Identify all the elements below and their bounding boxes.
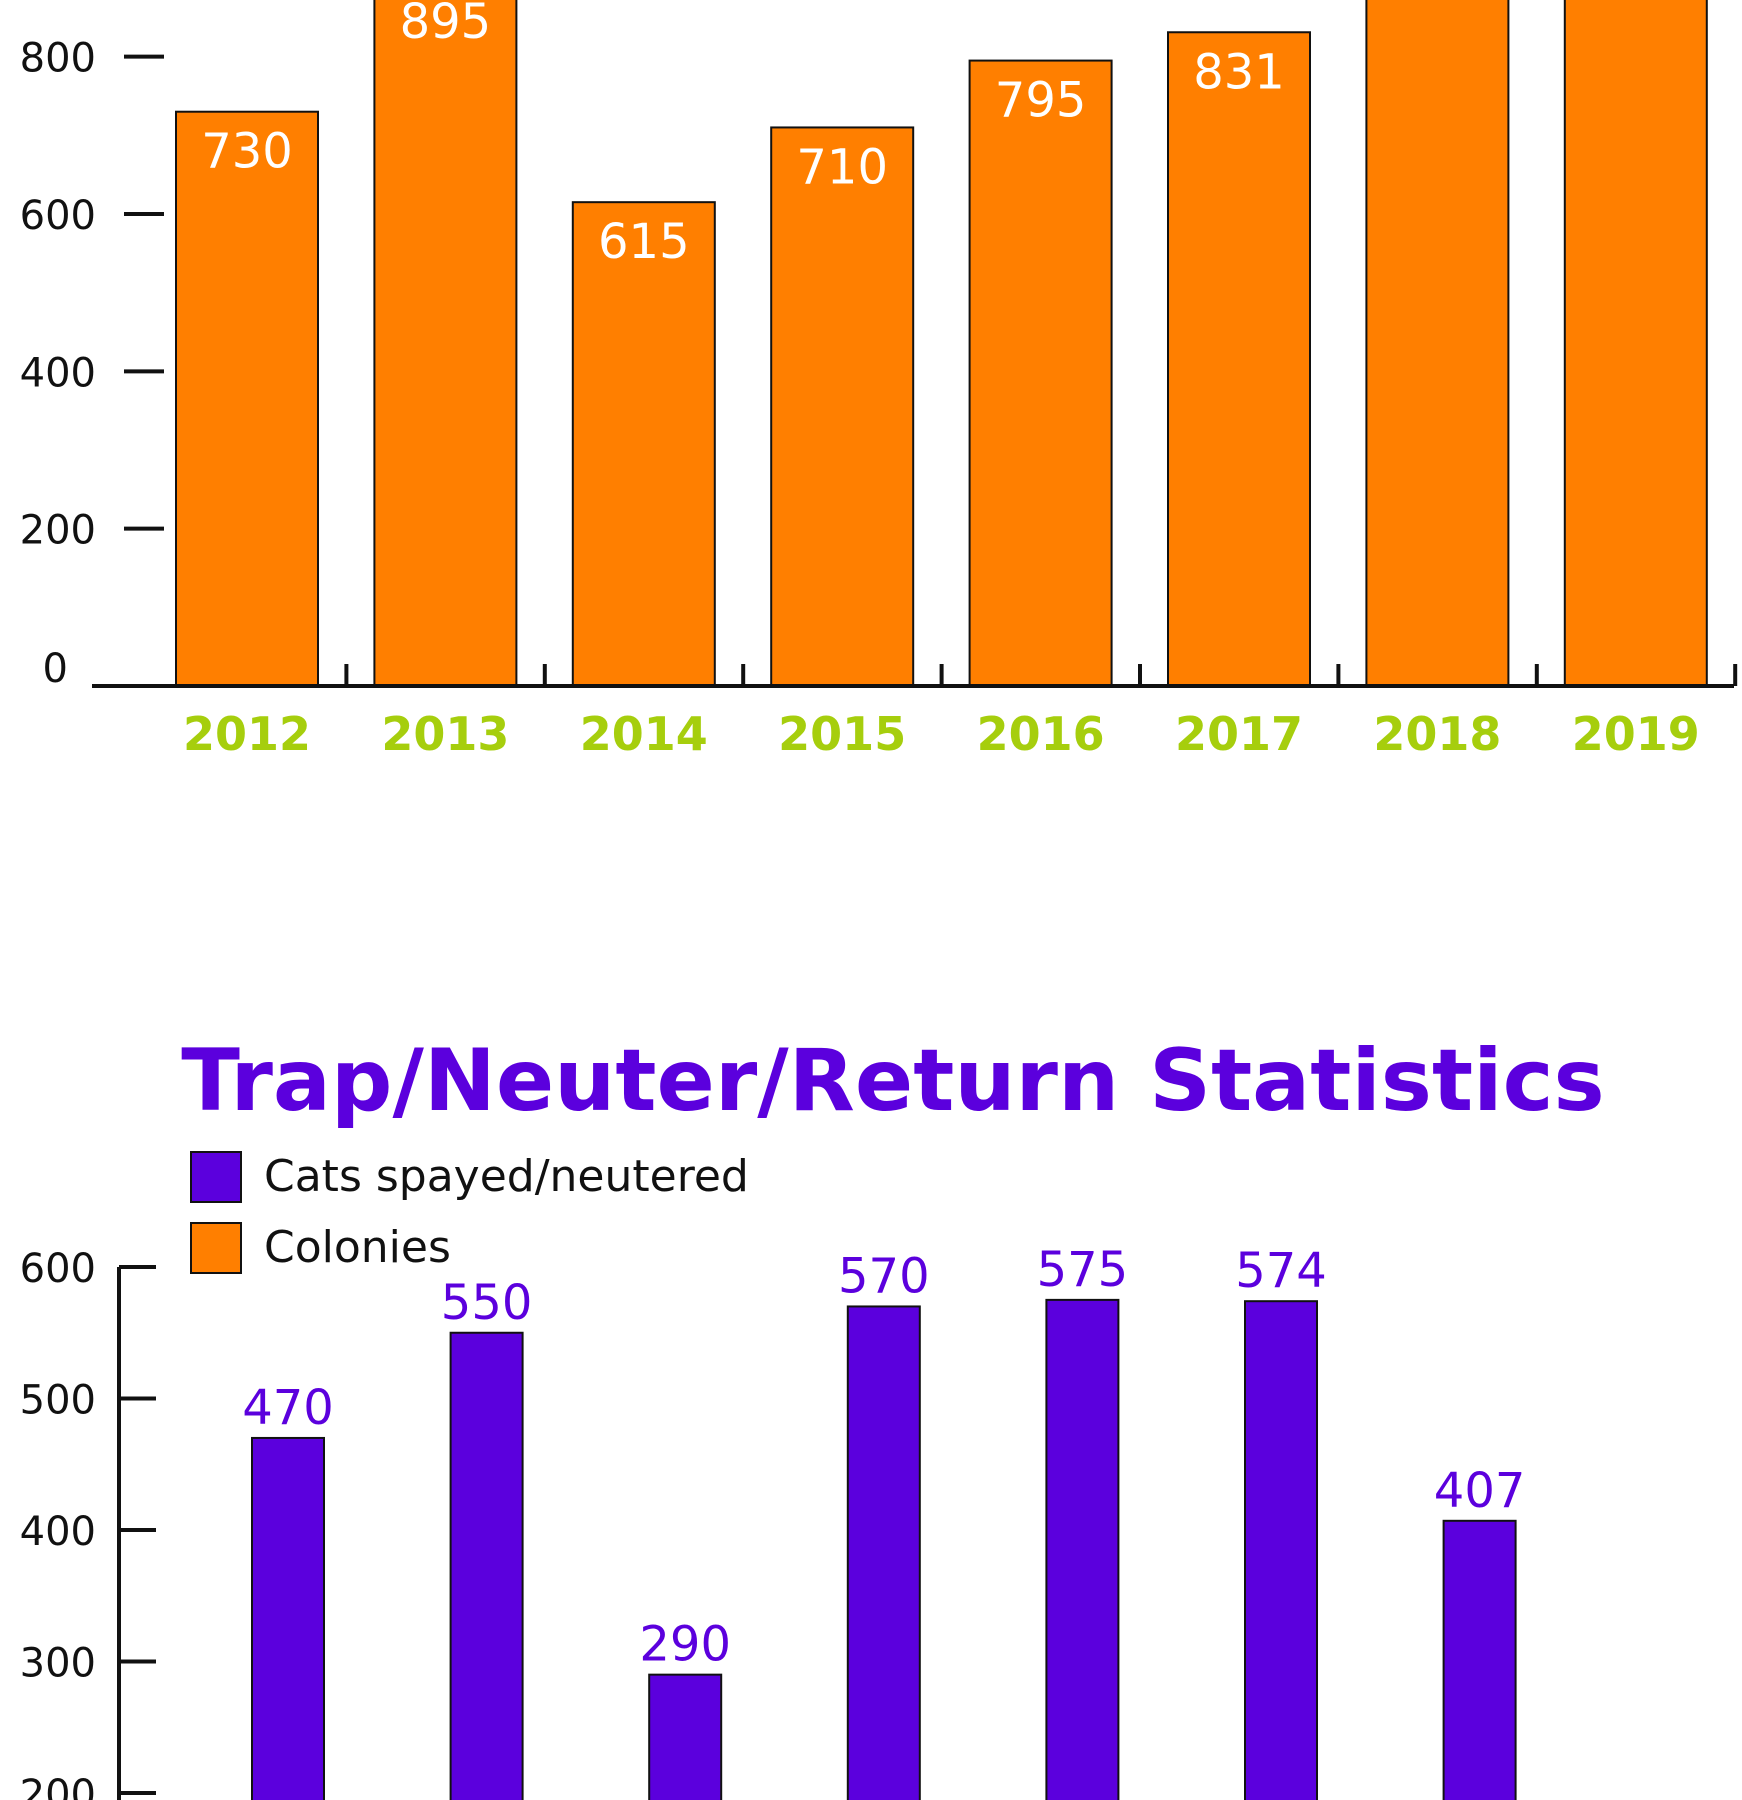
colonies-bar-chart: 730 895 615 710 795 831 948 0 200 400 600 800 2012 20… — [20, 0, 1738, 761]
data-label: 795 — [995, 73, 1087, 129]
bar — [571, 201, 716, 688]
legend-label: Colonies — [264, 1222, 451, 1273]
bar — [1442, 1519, 1517, 1800]
data-label: 895 — [400, 0, 492, 50]
bar — [968, 59, 1113, 688]
bar — [1045, 1298, 1120, 1800]
y-tick-label: 0 — [43, 646, 68, 692]
bar — [770, 126, 915, 688]
bar — [648, 1673, 723, 1800]
x-tick-label: 2014 — [580, 707, 708, 761]
x-tick-label: 2012 — [183, 707, 311, 761]
legend: Cats spayed/neutered Colonies — [190, 1151, 749, 1274]
x-tick-label: 2018 — [1373, 707, 1501, 761]
x-tick-label: 2016 — [977, 707, 1105, 761]
y-tick-label: 600 — [20, 193, 96, 239]
y-tick-label: 200 — [20, 508, 96, 554]
bar — [1244, 1300, 1318, 1800]
y-tick-label: 200 — [20, 1772, 96, 1800]
x-tick-label: 2013 — [381, 707, 509, 761]
y-tick-label: 400 — [20, 350, 96, 396]
bar — [251, 1436, 325, 1800]
data-label: 948 — [1392, 0, 1484, 8]
bar — [175, 110, 319, 688]
y-tick-label: 400 — [20, 1509, 96, 1555]
data-label: 615 — [598, 214, 690, 270]
y-tick-label: 600 — [20, 1246, 96, 1292]
bar — [1563, 0, 1708, 688]
legend-swatch — [190, 1151, 242, 1203]
tnr-bar-chart: 470 550 290 570 575 574 407 200 300 400 500 600 — [20, 1242, 1526, 1800]
bar — [373, 0, 518, 688]
data-label: 407 — [1434, 1463, 1526, 1519]
y-tick-label: 800 — [20, 36, 96, 82]
bar — [1365, 0, 1510, 688]
x-tick-label: 2015 — [778, 707, 906, 761]
y-tick-label: 300 — [20, 1641, 96, 1687]
data-label: 470 — [242, 1380, 334, 1436]
data-label: 730 — [201, 124, 293, 180]
x-tick-label: 2019 — [1572, 707, 1700, 761]
data-label: 574 — [1235, 1243, 1327, 1299]
bar — [449, 1331, 524, 1800]
bar — [846, 1305, 921, 1800]
bar — [1167, 31, 1311, 688]
x-tick-label: 2017 — [1175, 707, 1303, 761]
y-tick-label: 500 — [20, 1378, 96, 1424]
data-label: 290 — [639, 1617, 731, 1673]
legend-swatch — [190, 1222, 242, 1274]
data-label: 550 — [441, 1275, 533, 1331]
legend-label: Cats spayed/neutered — [264, 1151, 749, 1202]
data-label: 575 — [1037, 1242, 1129, 1298]
data-label: 710 — [796, 139, 888, 195]
data-label: 570 — [838, 1248, 930, 1304]
chart-title: Trap/Neuter/Return Statistics — [181, 1031, 1605, 1131]
data-label: 831 — [1193, 44, 1285, 100]
